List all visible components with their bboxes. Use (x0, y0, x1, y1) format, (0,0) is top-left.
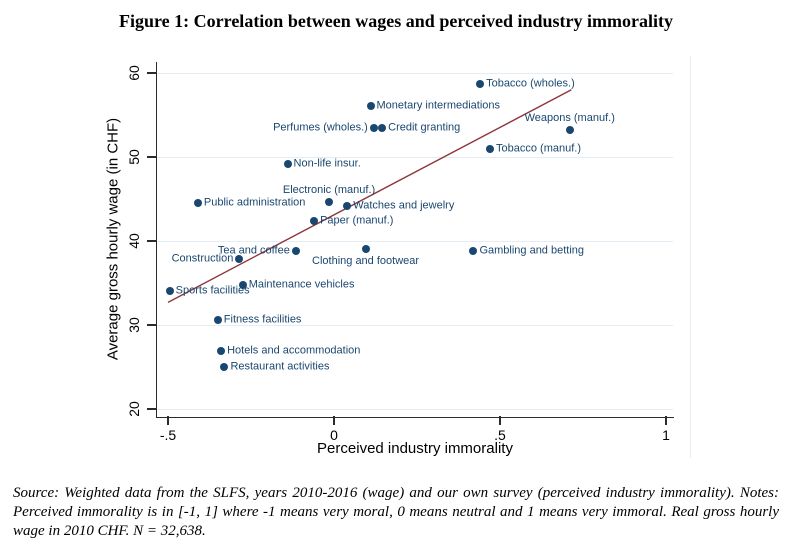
y-axis-tick (147, 408, 157, 410)
data-point-dot (213, 315, 222, 324)
data-point-dot (369, 123, 378, 132)
data-point-label: Non-life insur. (293, 157, 361, 170)
data-point-label: Gambling and betting (479, 244, 585, 257)
data-point-label: Sports facilities (175, 284, 250, 297)
fit-line (167, 89, 572, 303)
x-axis-tick-label: 1 (662, 427, 670, 443)
y-gridline (157, 409, 673, 410)
data-point-label: Clothing and footwear (312, 255, 420, 268)
data-point-dot (238, 280, 247, 289)
data-point-label: Construction (171, 252, 234, 265)
x-axis-tick-label: .5 (494, 427, 506, 443)
y-axis-tick-label: 20 (126, 401, 142, 417)
data-point-label: Hotels and accommodation (227, 344, 361, 357)
data-point-label: Tea and coffee (217, 244, 290, 257)
data-point-dot (325, 197, 334, 206)
data-point-dot (165, 287, 174, 296)
data-point-label: Electronic (manuf.) (282, 183, 376, 196)
data-point-dot (469, 247, 478, 256)
data-point-dot (235, 254, 244, 263)
x-axis-tick (499, 416, 501, 425)
data-point-dot (486, 144, 495, 153)
data-point-dot (343, 201, 352, 210)
data-point-dot (378, 123, 387, 132)
scatter-plot-area: 20 30 40 50 60 -.5 0 .5 1 Tobacco (wholes.) Moneta… (126, 62, 674, 442)
data-point-label: Credit granting (388, 121, 461, 134)
fit-line-layer (167, 89, 572, 303)
y-axis-tick (147, 72, 157, 74)
data-point-dot (476, 79, 485, 88)
data-point-label: Maintenance vehicles (248, 278, 355, 291)
figure-title: Figure 1: Correlation between wages and … (119, 11, 673, 31)
data-point-label: Fitness facilities (223, 313, 302, 326)
y-axis-tick-label: 50 (126, 149, 142, 165)
y-axis-tick (147, 240, 157, 242)
source-note: Source: Weighted data from the SLFS, yea… (13, 485, 779, 539)
y-axis-title: Average gross hourly wage (in CHF) (104, 117, 122, 361)
x-axis-tick (333, 416, 335, 425)
x-axis-tick-label: 0 (330, 427, 338, 443)
graph-region-right-edge (690, 56, 691, 458)
y-gridline (157, 157, 673, 158)
y-axis-tick (147, 324, 157, 326)
y-axis-tick-label: 40 (126, 233, 142, 249)
y-axis-tick-label: 60 (126, 65, 142, 81)
data-point-label: Perfumes (wholes.) (273, 121, 368, 134)
data-point-label: Weapons (manuf.) (524, 112, 615, 125)
data-point-label: Tobacco (manuf.) (496, 142, 582, 155)
data-point-dot (220, 363, 229, 371)
y-axis-tick-label: 30 (126, 317, 142, 333)
data-point-dot (361, 245, 370, 254)
data-point-label: Monetary intermediations (376, 99, 501, 112)
y-gridline (157, 73, 673, 74)
x-axis-tick-label: -.5 (159, 427, 177, 443)
data-point-dot (217, 347, 226, 356)
data-point-label: Public administration (203, 196, 306, 209)
y-axis-tick (147, 156, 157, 158)
x-axis-tick (167, 416, 169, 425)
y-gridline (157, 325, 673, 326)
data-point-label: Tobacco (wholes.) (486, 77, 575, 90)
y-gridline (157, 241, 673, 242)
data-point-label: Restaurant activities (230, 360, 330, 373)
data-point-label: Watches and jewelry (353, 199, 455, 212)
x-axis-tick (665, 416, 667, 425)
data-point-dot (565, 126, 574, 135)
data-point-dot (283, 159, 292, 168)
data-point-dot (366, 101, 375, 110)
data-point-label: Paper (manuf.) (320, 214, 394, 227)
data-point-dot (291, 247, 300, 256)
x-axis-title: Perceived industry immorality (317, 440, 513, 457)
data-point-dot (193, 199, 202, 208)
data-point-dot (310, 216, 319, 225)
